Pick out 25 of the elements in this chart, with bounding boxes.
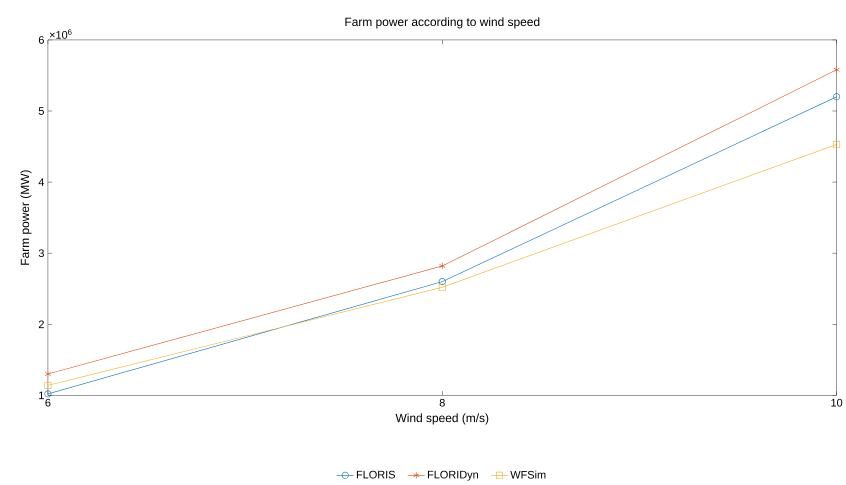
x-tick-label: 10	[831, 398, 842, 407]
y-tick-label: 3	[38, 249, 44, 257]
text: ×10$^{6}$	[50, 29, 72, 39]
point	[833, 93, 840, 100]
y-tick-label: 6	[38, 36, 44, 44]
x-tick-label: 6	[45, 398, 50, 407]
point	[438, 284, 446, 291]
y-tick-label: 5	[38, 107, 44, 115]
point	[438, 278, 446, 286]
x-axis-title: Wind speed (m/s)	[396, 413, 488, 424]
y-tick-label: 4	[38, 178, 44, 186]
y-axis-title: Farm power (MW)	[20, 170, 32, 265]
legend-label: WFSim	[510, 470, 546, 479]
y-tick-label: 1	[39, 391, 44, 400]
point	[44, 382, 52, 389]
y-tick-label: 2	[38, 320, 44, 328]
point	[44, 390, 52, 398]
point	[834, 66, 840, 74]
legend-label: FLORIDyn	[428, 470, 478, 481]
point	[439, 262, 446, 270]
chart-title: Farm power according to wind speed	[345, 17, 540, 28]
x-tick-label: 8	[440, 398, 445, 407]
point	[44, 370, 51, 378]
legend-label: FLORIS	[356, 470, 395, 478]
point	[833, 140, 840, 148]
